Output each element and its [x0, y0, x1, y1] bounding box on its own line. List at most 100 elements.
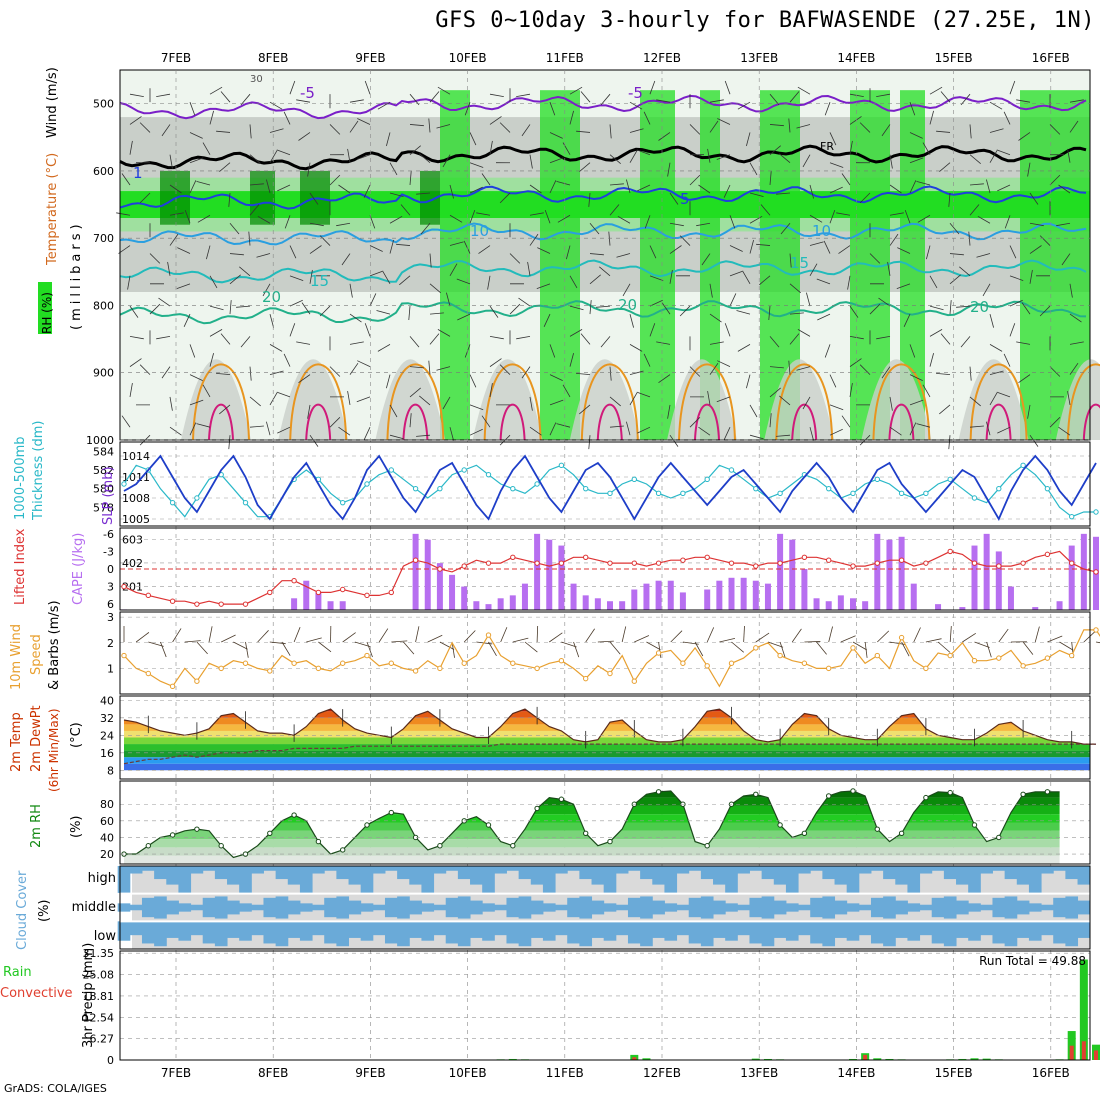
wind-barb: [1018, 374, 1031, 384]
rh-band: [124, 791, 1060, 798]
wind-barb: [419, 395, 431, 406]
cloud-high: [518, 866, 532, 880]
cloud-high: [227, 866, 240, 885]
cape-bar: [898, 536, 905, 610]
cloud-high: [141, 866, 155, 871]
wind-barb: [949, 274, 961, 285]
wind-barb: [909, 132, 923, 139]
wind-barb: [169, 212, 184, 216]
cloud-low: [603, 921, 617, 941]
li-line-point: [1020, 560, 1026, 566]
wind-barb: [283, 111, 291, 125]
wind-barb: [679, 305, 691, 317]
cloud-high: [494, 866, 507, 874]
wind-barb-10m: [731, 641, 745, 653]
thickness-line-point: [655, 490, 662, 497]
wind-barb: [816, 278, 831, 285]
isotherm-label: 20: [618, 296, 637, 314]
wind-barb: [476, 212, 491, 216]
warm-contour: [872, 363, 931, 441]
wind-barb: [129, 358, 142, 367]
wind-barb: [197, 214, 211, 223]
rh-line-point: [364, 822, 370, 828]
wind-barb: [769, 171, 772, 186]
cloud-low: [287, 921, 301, 938]
wind-barb: [1061, 253, 1071, 266]
isotherm-label: 1: [133, 164, 143, 182]
cape-bar: [716, 580, 723, 610]
wind-barb: [121, 415, 131, 428]
cloud-low: [336, 921, 350, 947]
cloud-high: [1077, 866, 1091, 885]
wind-barb: [139, 192, 151, 204]
wind-barb: [349, 362, 359, 375]
wind-barb: [1069, 341, 1084, 345]
cape-bar: [534, 533, 541, 610]
wind-barb: [709, 99, 724, 103]
date-label-top: 10FEB: [449, 51, 487, 65]
wind-barb: [549, 102, 556, 116]
rh-lower-area: [181, 359, 251, 440]
li-line-point: [218, 601, 224, 607]
wind-barb: [1069, 120, 1079, 133]
wind-barb: [836, 212, 851, 216]
li-tick: 6: [107, 598, 114, 611]
wind-barb: [922, 384, 931, 398]
wind-speed-line-point: [947, 652, 953, 659]
wind-barb: [806, 292, 811, 307]
wind-barb: [622, 283, 631, 297]
wind-barb: [309, 269, 313, 284]
wind-barb: [1009, 275, 1024, 281]
wind-barb: [1018, 132, 1031, 141]
cloud-middle: [567, 897, 580, 918]
wind-barb: [449, 184, 454, 199]
wind-barb: [707, 148, 711, 163]
cape-bar: [327, 601, 334, 610]
wind-barb: [749, 404, 758, 418]
cloud-low: [129, 921, 143, 936]
wind-barb: [859, 192, 871, 204]
wind-barb: [1029, 245, 1042, 254]
wind-barb: [529, 184, 542, 194]
cloud-low: [518, 921, 532, 947]
warm-contour: [580, 363, 639, 441]
wind-barb: [189, 102, 196, 116]
cloud-low: [227, 921, 240, 938]
pressure-tick: 900: [93, 367, 114, 380]
credit-text: GrADS: COLA/IGES: [4, 1082, 107, 1095]
wind-barb: [797, 86, 811, 95]
cloud-high: [457, 866, 471, 880]
precip-total-bar: [508, 1058, 517, 1060]
wind-barb: [529, 233, 539, 246]
cloud-high: [895, 866, 908, 885]
cape-bar: [558, 545, 565, 610]
cloud-middle: [810, 897, 823, 918]
cloud-panel-frame: [119, 865, 1091, 950]
date-label-bottom: 14FEB: [837, 1066, 875, 1080]
date-label-bottom: 12FEB: [643, 1066, 681, 1080]
rh-tick: 20: [100, 848, 114, 861]
cloud-middle: [919, 904, 933, 911]
wind-barb: [1009, 323, 1016, 337]
wind-barb: [746, 132, 751, 147]
wind-barb: [277, 184, 291, 192]
wind-barb: [609, 425, 624, 428]
wind-barb: [189, 422, 197, 436]
cape-bar: [825, 601, 832, 610]
wind-barb: [716, 154, 731, 160]
cloud-high: [1041, 866, 1054, 874]
wind-barb: [518, 297, 531, 307]
rh-moist-column: [540, 90, 580, 440]
wind-barb-10m: [767, 641, 784, 648]
cape-bar: [1080, 533, 1087, 610]
thickness-line-point: [169, 499, 176, 506]
warm-contour: [775, 363, 834, 441]
wind-barb: [437, 86, 451, 95]
wind-barb: [788, 360, 791, 375]
wind-barb-10m: [366, 641, 373, 658]
wind-barb: [389, 162, 398, 176]
wind-barb: [829, 186, 843, 194]
li-line-point: [996, 563, 1002, 569]
cape-bar: [983, 533, 990, 610]
wind-barb: [400, 204, 411, 216]
